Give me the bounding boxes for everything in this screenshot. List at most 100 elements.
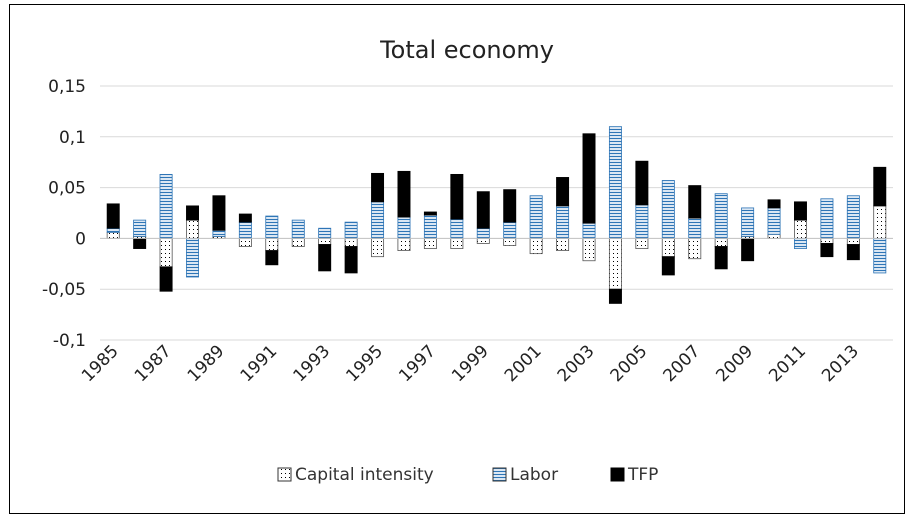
bar-labor-1996	[397, 216, 411, 239]
bar-capital-intensity-2010	[767, 233, 781, 239]
bar-tfp-1996	[397, 170, 411, 218]
bar-tfp-1985	[106, 203, 120, 229]
gridlines	[100, 85, 893, 341]
bar-tfp-1994	[344, 246, 358, 274]
bar-capital-intensity-1994	[344, 237, 358, 247]
bar-tfp-1986	[133, 237, 147, 249]
bar-labor-1988	[186, 237, 199, 278]
bar-capital-intensity-1992	[291, 237, 305, 247]
bar-tfp-2011	[794, 201, 807, 221]
x-tick-label: 1997	[395, 341, 440, 386]
bar-labor-1998	[450, 218, 464, 239]
bar-labor-1990	[238, 221, 252, 239]
bar-labor-1991	[265, 215, 279, 239]
x-tick-label: 2005	[607, 341, 652, 386]
bar-tfp-2005	[635, 160, 649, 206]
y-tick-label: -0,05	[42, 280, 86, 300]
x-tick-label: 2001	[501, 341, 546, 386]
bar-tfp-2013	[846, 244, 860, 261]
bar-labor-1999	[476, 227, 490, 239]
bar-capital-intensity-2011	[794, 219, 807, 239]
bar-labor-1993	[318, 227, 332, 239]
bar-capital-intensity-1997	[423, 237, 437, 249]
x-axis-ticks: 1985 1987 1989 1991 1993 1995 1997 1999 2001 2003…	[78, 341, 863, 386]
legend-swatch-tfp	[610, 467, 625, 482]
bar-labor-1985	[106, 227, 120, 233]
y-tick-label: 0,05	[48, 179, 86, 199]
x-tick-label: 1999	[448, 341, 493, 386]
y-tick-label: 0	[75, 229, 86, 249]
bar-labor-2000	[503, 221, 517, 239]
bar-tfp-2000	[503, 189, 517, 223]
bar-capital-intensity-2003	[582, 237, 596, 262]
bar-capital-intensity-1993	[318, 237, 332, 245]
bar-labor-2011	[794, 237, 807, 249]
bar-labor-1995	[371, 201, 385, 239]
bar-capital-intensity-2013	[846, 237, 860, 245]
bar-capital-intensity-2007	[688, 237, 702, 260]
x-tick-label: 2003	[554, 341, 599, 386]
bar-tfp-1995	[371, 172, 385, 203]
bar-capital-intensity-1996	[397, 237, 411, 251]
bar-capital-intensity-1998	[450, 237, 464, 249]
y-axis-ticks: 0,15 0,1 0,05 0 -0,05 -0,1	[42, 77, 86, 351]
y-tick-label: -0,1	[53, 331, 86, 351]
legend: Capital intensity Labor TFP	[277, 465, 658, 485]
bar-tfp-2002	[556, 177, 570, 207]
y-tick-label: 0,1	[59, 128, 86, 148]
bar-labor-2007	[688, 217, 702, 239]
legend-label-capital-intensity: Capital intensity	[295, 465, 434, 485]
bar-tfp-1991	[265, 250, 279, 266]
bar-labor-2004	[608, 126, 622, 239]
bar-capital-intensity-1987	[159, 237, 173, 268]
legend-label-tfp: TFP	[627, 465, 658, 485]
bar-capital-intensity-2002	[556, 237, 570, 251]
bar-capital-intensity-2008	[714, 237, 728, 247]
bar-labor-1997	[423, 214, 437, 239]
bar-labor-1989	[212, 229, 226, 237]
bar-capital-intensity-2014	[873, 205, 887, 239]
bar-labor-2001	[529, 195, 543, 239]
bar-labor-2010	[767, 207, 781, 235]
y-tick-label: 0,15	[48, 77, 86, 97]
x-tick-label: 1989	[184, 341, 229, 386]
bar-tfp-1999	[476, 191, 490, 229]
x-tick-label: 2007	[660, 341, 705, 386]
bar-tfp-2012	[820, 243, 834, 258]
bar-tfp-2014	[873, 166, 887, 207]
bar-labor-1994	[344, 221, 358, 239]
bar-tfp-1988	[186, 205, 199, 221]
bar-labor-2012	[820, 198, 834, 239]
x-tick-label: 1991	[237, 341, 282, 386]
bar-capital-intensity-1999	[476, 237, 490, 244]
bar-tfp-1987	[159, 266, 173, 292]
bar-capital-intensity-2006	[661, 237, 675, 258]
legend-label-labor: Labor	[510, 465, 558, 485]
bar-tfp-2003	[582, 133, 596, 224]
bar-capital-intensity-1991	[265, 237, 279, 251]
bars	[106, 126, 887, 304]
bar-tfp-1990	[238, 213, 252, 223]
bar-tfp-2006	[661, 256, 675, 276]
bar-tfp-1998	[450, 173, 464, 220]
bar-labor-1986	[133, 219, 147, 237]
x-tick-label: 2013	[818, 341, 863, 386]
bar-capital-intensity-1985	[106, 231, 120, 239]
legend-swatch-labor	[492, 467, 507, 482]
bar-labor-2002	[556, 205, 570, 239]
bar-labor-2009	[741, 207, 755, 237]
bar-capital-intensity-2005	[635, 237, 649, 249]
bar-labor-2003	[582, 222, 596, 239]
x-tick-label: 2009	[712, 341, 757, 386]
bar-labor-2014	[873, 237, 887, 274]
bar-tfp-1997	[423, 211, 437, 216]
bar-tfp-2009	[741, 237, 755, 262]
bar-tfp-1993	[318, 244, 332, 272]
legend-swatch-capital-intensity	[277, 467, 292, 482]
bar-labor-1987	[159, 173, 173, 239]
x-tick-label: 1995	[342, 341, 387, 386]
bar-capital-intensity-1988	[186, 219, 199, 239]
bar-labor-2013	[846, 195, 860, 239]
x-tick-label: 2011	[765, 341, 810, 386]
